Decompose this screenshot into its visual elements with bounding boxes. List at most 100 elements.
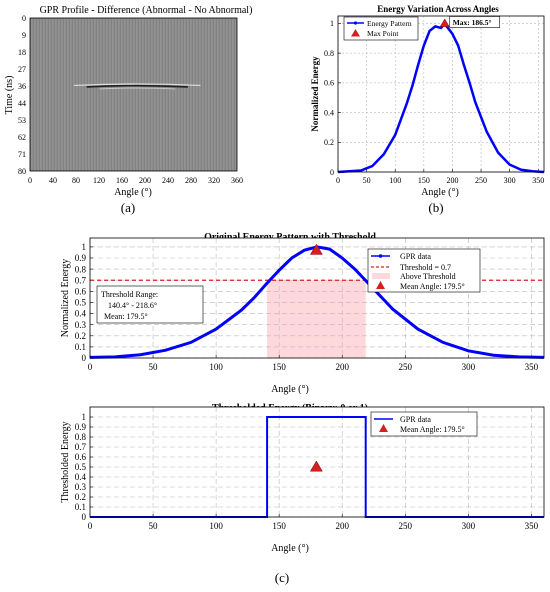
panel-c-bottom: Thresholded Energy (Binary: 0 or 1) 0501… [60,403,545,585]
chart-c1-ytick-label: 0 [82,353,87,363]
chart-c1-legend-shade-label: Above Threshold [400,272,456,281]
chart-c2-legend-mean-label: Mean Angle: 179.5° [400,425,465,434]
chart-c2-ytick-label: 0.2 [75,492,86,502]
chart-c2-ytick-label: 0.3 [75,482,87,492]
chart-b-legend-series-label: Energy Pattern [367,19,412,28]
chart-c2-ytick-label: 0.6 [75,452,87,462]
chart-b-max-label-box [449,16,501,28]
chart-c1-legend-threshold-label: Threshold = 0.7 [400,263,451,272]
chart-c1-legend-mean-label: Mean Angle: 179.5° [400,282,465,291]
chart-c1-ytick-label: 0.8 [75,264,87,274]
chart-b-ytick-label: 1 [330,19,334,28]
chart-c2-ylabel: Thresholded Energy [60,421,71,502]
chart-c2-ytick-label: 0.8 [75,432,87,442]
chart-c1-xtick-label: 250 [399,362,413,372]
chart-c2-ytick-label: 1 [82,412,87,422]
chart-a-ytick-label: 27 [18,65,26,74]
chart-a-ytick-label: 71 [18,150,26,159]
chart-a-xtick-label: 160 [116,176,128,185]
chart-a-anomaly [73,83,201,90]
chart-c1-xtick-label: 0 [88,362,93,372]
chart-c1-legend: GPR data Threshold = 0.7 Above Threshold… [367,248,481,293]
chart-c2-ytick-label: 0.5 [75,462,87,472]
chart-b-xtick-label: 200 [446,176,458,185]
chart-b-xtick-label: 150 [418,176,430,185]
chart-a-xtick-label: 360 [231,176,243,185]
chart-b-ytick-label: 0.2 [324,138,334,147]
chart-c2-legend-series-label: GPR data [400,415,431,424]
chart-a-ytick-label: 53 [18,116,26,125]
chart-c2-xtick-label: 200 [335,521,349,531]
chart-b-title: Energy Variation Across Angles [377,4,499,14]
chart-c1-legend-shade-swatch [372,273,390,279]
chart-c2-ytick-label: 0.4 [75,472,87,482]
chart-a-xlabel: Angle (°) [114,187,152,198]
chart-a-anomaly-tail [99,87,176,90]
chart-a-ytick-label: 18 [18,48,26,57]
chart-a-anomaly-bright [73,83,201,87]
chart-a-ytick-label: 62 [18,133,26,142]
chart-c1-xtick-label: 200 [335,362,349,372]
chart-a-ytick-label: 44 [18,99,26,108]
chart-c1-above-threshold-shade [267,280,366,358]
chart-c2-ytick-label: 0.9 [75,422,87,432]
chart-c2-xtick-label: 50 [149,521,159,531]
chart-c1-annotation-line2: 140.4° - 218.6° [108,301,157,310]
chart-c1-mean-angle-marker [309,243,323,255]
chart-b-ytick-label: 0.6 [324,79,334,88]
chart-c1-legend-series-label: GPR data [400,252,431,261]
chart-c1-ytick-label: 0.6 [75,286,87,296]
chart-c2-legend: GPR data Mean Angle: 179.5° [370,411,478,437]
chart-b-max-label: Max: 186.5° [449,16,501,28]
chart-a-xtick-label: 280 [185,176,197,185]
chart-b-xtick-label: 0 [336,176,340,185]
chart-a-xtick-label: 200 [139,176,151,185]
chart-a-ytick-label: 0 [22,14,26,23]
chart-a-ytick-label: 36 [18,82,26,91]
panel-label-a: (a) [121,200,135,215]
chart-c2-ticks: 0 50 100 150 200 250 300 350 00.10.20.30.40.50.6… [75,412,539,531]
chart-b-xtick-label: 350 [532,176,544,185]
chart-b-ylabel: Normalized Energy [310,56,320,132]
chart-b-frame [337,15,545,173]
chart-b-xtick-label: 300 [504,176,516,185]
chart-c1-annotation-line1: Threshold Range: [101,290,158,299]
chart-a-xtick-label: 80 [72,176,80,185]
chart-c2-xtick-label: 150 [272,521,286,531]
chart-c2-ytick-label: 0 [82,512,87,522]
chart-b-xlabel: Angle (°) [421,187,459,198]
chart-c2-legend-mean-swatch [379,424,388,432]
chart-c1-ticks: 0 50 100 150 200 250 300 350 00.10.20.30.40.5 0.6… [75,242,539,372]
chart-c2-xlabel: Angle (°) [271,543,309,554]
chart-c2-ytick-label: 0.7 [75,442,87,452]
chart-b-ytick-label: 0.4 [324,108,334,117]
chart-c1-xlabel: Angle (°) [271,384,309,395]
chart-c1-xtick-label: 350 [525,362,539,372]
chart-a-ticks: 0 40 80 120 160 200 240 280 320 360 0 9 18 27 36 44 53 62… [18,14,243,185]
chart-c1-annotation: Threshold Range: 140.4° - 218.6° Mean: 1… [96,285,204,324]
chart-a-xtick-label: 40 [49,176,57,185]
chart-c1-annotation-box [96,285,204,324]
chart-a-xtick-label: 320 [208,176,220,185]
chart-c1-ytick-label: 0.7 [75,275,87,285]
chart-c2-legend-box [370,411,478,437]
chart-b-xtick-label: 250 [475,176,487,185]
chart-c2-xtick-label: 300 [462,521,476,531]
chart-c1-ytick-label: 0.5 [75,298,87,308]
chart-a-title: GPR Profile - Difference (Abnormal - No … [40,5,253,16]
chart-a-anomaly-dark [86,84,188,88]
chart-c1-annotation-line3: Mean: 179.5° [104,312,148,321]
chart-c1-ytick-label: 0.9 [75,253,87,263]
chart-c1-legend-line-marker [378,254,383,258]
chart-b-xtick-label: 50 [363,176,371,185]
chart-c2-mean-angle-marker [309,460,323,472]
chart-a-ytick-label: 80 [18,167,26,176]
chart-c1-frame [89,237,545,359]
chart-b-ytick-label: 0 [330,168,334,177]
chart-c2-xtick-label: 250 [399,521,413,531]
chart-c2-xtick-label: 350 [525,521,539,531]
chart-c2-frame [89,406,545,518]
chart-c1-title: Original Energy Pattern with Threshold [204,232,376,243]
chart-b-legend-max-swatch [351,29,360,37]
